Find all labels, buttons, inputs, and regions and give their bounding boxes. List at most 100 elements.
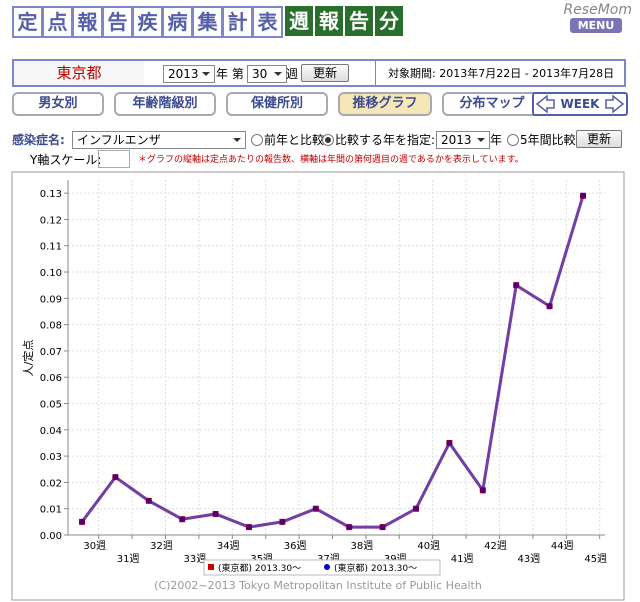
- radio-prev[interactable]: [251, 134, 263, 146]
- y-tick-label: 0.13: [40, 189, 62, 200]
- y-tick-label: 0.05: [40, 400, 62, 411]
- subtitle-char: 報: [315, 6, 343, 36]
- x-tick-label: 45週: [584, 553, 607, 565]
- subtitle-char: 告: [345, 6, 373, 36]
- title-char: 病: [162, 6, 193, 38]
- radio-year[interactable]: [322, 134, 334, 146]
- marker: [246, 524, 252, 531]
- y-tick-label: 0.02: [40, 478, 62, 489]
- tab[interactable]: 年齢階級別: [114, 92, 216, 116]
- week-select[interactable]: 30: [247, 65, 287, 83]
- x-tick-label: 41週: [451, 553, 474, 565]
- x-tick-label: 44週: [551, 540, 574, 552]
- subtitle-char: 週: [285, 6, 313, 36]
- legend-marker: [208, 564, 214, 570]
- x-tick-label: 33週: [184, 553, 207, 565]
- chart-note: ＊グラフの縦軸は定点あたりの報告数、横軸は年間の第何週目の週であるかを表示してい…: [138, 155, 524, 165]
- prev-arrow[interactable]: [535, 94, 555, 114]
- five-year: 5年間比較: [520, 133, 576, 147]
- y-tick-label: 0.07: [40, 347, 62, 358]
- y-tick-label: 0.08: [40, 321, 62, 332]
- marker: [179, 516, 186, 523]
- subtitle-char: 分: [375, 6, 403, 36]
- title-char: 定: [12, 6, 43, 38]
- marker: [79, 518, 85, 525]
- marker: [145, 497, 152, 504]
- tab[interactable]: 保健所別: [226, 92, 328, 116]
- year-select[interactable]: 2013: [163, 65, 215, 83]
- filter-update-button[interactable]: 更新: [576, 130, 622, 148]
- footer: (C)2002~2013 Tokyo Metropolitan Institut…: [154, 579, 482, 592]
- legend-label: (東京都) 2013.30～: [334, 562, 417, 574]
- title-char: 点: [42, 6, 73, 38]
- y-tick-label: 0.10: [40, 268, 62, 279]
- x-tick-label: 38週: [351, 540, 374, 552]
- divider: [375, 61, 376, 85]
- marker: [212, 510, 219, 517]
- title-char: 告: [102, 6, 133, 38]
- tab[interactable]: 男女別: [12, 92, 104, 116]
- marker: [513, 282, 520, 289]
- x-tick-label: 30週: [83, 540, 106, 552]
- marker: [413, 505, 419, 512]
- compare-year-select[interactable]: 2013: [436, 131, 490, 149]
- radio-five[interactable]: [507, 134, 519, 146]
- x-tick-label: 32週: [150, 540, 173, 552]
- marker: [112, 474, 119, 481]
- title-char: 計: [222, 6, 253, 38]
- week-nav[interactable]: WEEK: [532, 92, 628, 116]
- marker: [446, 439, 453, 446]
- y-tick-label: 0.03: [40, 452, 62, 463]
- controls-bar: [12, 59, 626, 87]
- marker: [379, 524, 386, 531]
- compare-year: 比較する年を指定:: [335, 133, 436, 147]
- marker: [312, 505, 319, 512]
- x-tick-label: 43週: [518, 553, 541, 565]
- y-tick-label: 0.01: [40, 505, 62, 516]
- marker: [346, 524, 353, 531]
- x-tick-label: 34週: [217, 540, 240, 552]
- period: 対象期間: 2013年7月22日 - 2013年7月28日: [388, 67, 615, 80]
- region: 東京都: [14, 61, 144, 85]
- tab[interactable]: 推移グラフ: [338, 92, 432, 116]
- tab[interactable]: 分布マップ: [442, 92, 542, 116]
- year-unit: 年 第: [216, 67, 244, 81]
- disease-label: 感染症名:: [12, 133, 65, 147]
- marker: [546, 303, 553, 310]
- y-scale-label: Y軸スケール:: [30, 153, 102, 167]
- title-char: 報: [72, 6, 103, 38]
- y-tick-label: 0.12: [40, 215, 62, 226]
- legend-label: (東京都) 2013.30～: [218, 562, 301, 574]
- week-label: WEEK: [560, 97, 600, 111]
- disease-select[interactable]: インフルエンザ: [72, 131, 246, 149]
- legend-box: [203, 559, 441, 576]
- y-tick-label: 0.06: [40, 373, 62, 384]
- update-button[interactable]: 更新: [301, 64, 349, 82]
- y-tick-label: 0.00: [40, 531, 62, 542]
- y-scale-input[interactable]: [98, 150, 130, 168]
- marker: [479, 487, 486, 494]
- marker: [279, 518, 286, 525]
- week-unit: 週: [286, 67, 299, 81]
- series-line: [80, 195, 585, 529]
- y-tick-label: 0.11: [40, 242, 62, 253]
- title-char: 集: [192, 6, 223, 38]
- title-char: 表: [252, 6, 283, 38]
- y-tick-label: 0.09: [40, 294, 62, 305]
- menu-button[interactable]: MENU: [570, 18, 622, 33]
- marker: [580, 192, 586, 199]
- plot-area: [68, 180, 605, 535]
- compare-prev: 前年と比較: [264, 133, 325, 147]
- legend-marker: [324, 564, 330, 570]
- x-tick-label: 42週: [484, 540, 507, 552]
- x-tick-label: 40週: [417, 540, 440, 552]
- y-tick-label: 0.04: [40, 426, 62, 437]
- x-tick-label: 36週: [284, 540, 307, 552]
- title-char: 疾: [132, 6, 163, 38]
- y-axis-label: 人/定点: [21, 340, 35, 377]
- chart: 人/定点 (C)2002~2013 Tokyo Metropolitan Ins…: [11, 171, 625, 601]
- week-arrows: [535, 94, 625, 114]
- next-arrow[interactable]: [605, 94, 625, 114]
- logo: ReseMom: [563, 2, 632, 18]
